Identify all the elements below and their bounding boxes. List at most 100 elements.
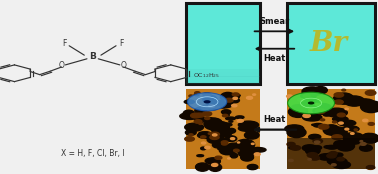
- Ellipse shape: [329, 159, 342, 165]
- Ellipse shape: [342, 133, 354, 140]
- Ellipse shape: [326, 145, 338, 149]
- Ellipse shape: [304, 94, 310, 98]
- Ellipse shape: [342, 89, 345, 91]
- Ellipse shape: [203, 95, 217, 104]
- Ellipse shape: [333, 121, 337, 123]
- Ellipse shape: [205, 146, 210, 149]
- Ellipse shape: [241, 154, 254, 161]
- Ellipse shape: [213, 163, 218, 165]
- Ellipse shape: [191, 113, 201, 118]
- Ellipse shape: [226, 143, 243, 152]
- Ellipse shape: [232, 93, 239, 96]
- Ellipse shape: [256, 148, 259, 149]
- Ellipse shape: [326, 108, 347, 117]
- Text: O: O: [121, 61, 127, 70]
- Ellipse shape: [235, 116, 244, 119]
- Ellipse shape: [288, 106, 308, 117]
- Ellipse shape: [226, 132, 230, 134]
- Ellipse shape: [319, 154, 332, 160]
- Bar: [186, 74, 260, 77]
- Ellipse shape: [222, 142, 227, 145]
- Ellipse shape: [314, 146, 322, 150]
- Ellipse shape: [216, 128, 232, 137]
- Ellipse shape: [233, 97, 237, 99]
- Ellipse shape: [239, 121, 259, 129]
- Ellipse shape: [236, 95, 240, 96]
- Ellipse shape: [237, 119, 243, 122]
- Ellipse shape: [305, 147, 320, 155]
- Ellipse shape: [228, 158, 230, 159]
- Bar: [287, 3, 375, 84]
- Ellipse shape: [354, 99, 374, 105]
- Ellipse shape: [314, 86, 327, 94]
- Ellipse shape: [334, 140, 348, 148]
- Ellipse shape: [199, 123, 202, 124]
- Ellipse shape: [351, 133, 354, 134]
- Ellipse shape: [334, 93, 344, 97]
- Ellipse shape: [315, 109, 325, 114]
- Ellipse shape: [311, 103, 322, 107]
- Ellipse shape: [238, 147, 255, 157]
- Ellipse shape: [336, 114, 345, 119]
- Ellipse shape: [312, 124, 316, 125]
- Circle shape: [204, 100, 211, 103]
- Ellipse shape: [302, 145, 316, 151]
- Ellipse shape: [315, 104, 332, 112]
- Bar: [186, 3, 260, 84]
- Circle shape: [288, 92, 335, 114]
- Ellipse shape: [203, 112, 212, 116]
- Ellipse shape: [323, 153, 341, 160]
- Ellipse shape: [361, 101, 378, 113]
- Ellipse shape: [195, 163, 209, 171]
- Ellipse shape: [251, 143, 254, 144]
- Ellipse shape: [285, 125, 304, 132]
- Ellipse shape: [313, 123, 323, 127]
- Text: Br: Br: [310, 30, 348, 57]
- Ellipse shape: [201, 142, 206, 144]
- Ellipse shape: [321, 119, 325, 121]
- Ellipse shape: [305, 145, 318, 151]
- Circle shape: [308, 101, 314, 105]
- Ellipse shape: [227, 128, 235, 133]
- Ellipse shape: [196, 164, 203, 168]
- Ellipse shape: [323, 125, 340, 135]
- Ellipse shape: [363, 133, 373, 139]
- Ellipse shape: [198, 132, 211, 135]
- Ellipse shape: [206, 103, 219, 110]
- Text: O: O: [59, 61, 65, 70]
- Bar: [186, 81, 260, 84]
- Ellipse shape: [365, 90, 376, 95]
- Ellipse shape: [204, 117, 210, 120]
- Ellipse shape: [337, 113, 345, 117]
- Ellipse shape: [212, 164, 218, 166]
- Ellipse shape: [324, 114, 330, 116]
- Ellipse shape: [292, 105, 302, 110]
- Ellipse shape: [334, 100, 343, 104]
- Ellipse shape: [225, 98, 233, 102]
- Ellipse shape: [318, 124, 329, 129]
- Ellipse shape: [314, 141, 320, 144]
- Ellipse shape: [239, 125, 256, 131]
- Ellipse shape: [366, 165, 375, 169]
- Ellipse shape: [310, 156, 319, 160]
- Ellipse shape: [194, 93, 199, 96]
- Ellipse shape: [203, 117, 213, 120]
- Ellipse shape: [349, 127, 359, 131]
- Ellipse shape: [207, 136, 225, 144]
- Ellipse shape: [343, 133, 364, 144]
- Ellipse shape: [302, 87, 322, 96]
- Ellipse shape: [209, 163, 222, 171]
- Ellipse shape: [329, 152, 337, 155]
- Ellipse shape: [184, 100, 194, 104]
- Ellipse shape: [332, 135, 342, 140]
- Ellipse shape: [329, 127, 347, 137]
- Text: Heat: Heat: [263, 54, 286, 63]
- Ellipse shape: [196, 113, 204, 117]
- Ellipse shape: [189, 95, 193, 97]
- Ellipse shape: [333, 155, 341, 160]
- Ellipse shape: [253, 94, 256, 95]
- Ellipse shape: [223, 114, 228, 117]
- Bar: [186, 79, 260, 81]
- Ellipse shape: [215, 106, 219, 108]
- Ellipse shape: [225, 104, 231, 107]
